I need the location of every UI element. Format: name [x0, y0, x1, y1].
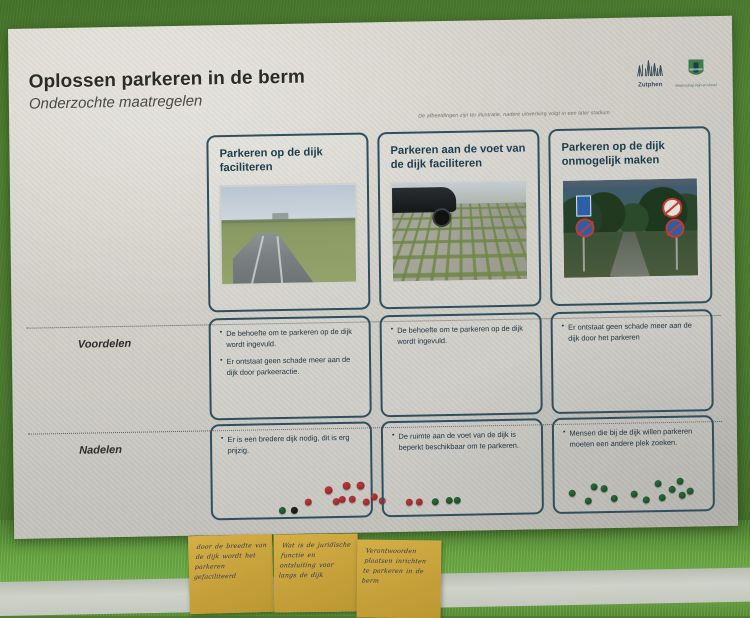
disclaimer-text: De afbeeldingen zijn ter illustratie, na…	[418, 109, 610, 120]
vote-dots-column-3	[554, 417, 713, 512]
row-label-benefits: Voordelen	[77, 337, 132, 351]
column-3-benefits: • Er ontstaat geen schade meer aan de di…	[550, 309, 714, 415]
vote-dot-green	[568, 489, 576, 497]
benefit-item: • Er ontstaat geen schade meer aan de di…	[561, 320, 692, 343]
vote-dot-red	[342, 481, 351, 490]
vote-dot-green	[668, 485, 676, 493]
sticky-note[interactable]: door de breedte van de dijk wordt het pa…	[187, 533, 275, 615]
vote-dot-green	[445, 496, 453, 505]
dike-road-photo	[218, 182, 359, 286]
vote-dot-green	[642, 496, 650, 504]
sticky-note[interactable]: Wat is de juridische functie en ontsluit…	[273, 533, 359, 613]
vote-dot-green	[590, 483, 598, 491]
zutphen-logo-label: Zutphen	[638, 82, 663, 89]
benefit-item: • De behoefte om te parkeren op de dijk …	[219, 326, 352, 349]
bullet-icon: •	[220, 357, 223, 365]
column-title: Parkeren op de dijk onmogelijk maken	[561, 139, 665, 169]
zutphen-towers-icon	[635, 59, 665, 82]
benefit-item: • De behoefte om te parkeren op de dijk …	[390, 323, 523, 346]
vote-dot-green	[431, 498, 439, 506]
waterschap-shield-icon	[688, 58, 704, 83]
vote-dots-column-2	[383, 420, 542, 515]
logo-group: Zutphen Waterschap Rijn en IJssel	[635, 58, 717, 88]
vote-dot-green	[658, 494, 666, 502]
parking-prohibited-signs-photo	[560, 176, 701, 280]
vote-dot-red	[370, 493, 378, 501]
column-1-benefits: • De behoefte om te parkeren op de dijk …	[208, 315, 372, 421]
page-title: Oplossen parkeren in de berm	[28, 66, 306, 93]
vote-dot-red	[362, 498, 370, 506]
row-label-drawbacks: Nadelen	[79, 443, 123, 457]
sticky-note-text: Verantwoorden plaatsen inrichten te park…	[361, 547, 427, 585]
vote-dot-red	[332, 497, 340, 506]
column-title: Parkeren op de dijk faciliteren	[219, 146, 323, 175]
vote-dot-green	[453, 496, 461, 504]
column-measure-3-header[interactable]: Parkeren op de dijk onmogelijk maken	[548, 126, 713, 307]
bullet-icon: •	[561, 322, 565, 330]
vote-dot-green	[686, 487, 694, 495]
bullet-icon: •	[219, 329, 223, 337]
vote-dot-red	[356, 481, 365, 490]
vote-dot-red	[304, 498, 312, 506]
sticky-note-text: Wat is de juridische functie en ontsluit…	[278, 541, 352, 580]
zutphen-logo: Zutphen	[635, 59, 665, 89]
column-1-drawbacks: • Er is een bredere dijk nodig, dit is e…	[209, 421, 386, 521]
vote-dot-green	[584, 497, 592, 505]
grass-pavers-photo	[389, 179, 530, 283]
column-2-benefits: • De behoefte om te parkeren op de dijk …	[379, 312, 543, 418]
vote-dot-green	[278, 506, 286, 515]
benefit-item: • Er ontstaat geen schade meer aan de di…	[220, 355, 351, 378]
vote-dots-column-1	[212, 423, 386, 518]
vote-dot-green	[630, 490, 638, 498]
column-title: Parkeren aan de voet van de dijk facilit…	[390, 142, 526, 172]
vote-dot-black	[290, 506, 298, 514]
vote-dot-green	[654, 480, 662, 488]
vote-dot-green	[678, 491, 686, 499]
vote-dot-green	[600, 485, 608, 493]
page-subtitle: Onderzochte maatregelen	[28, 92, 203, 113]
waterschap-logo: Waterschap Rijn en IJssel	[675, 58, 717, 88]
poster: Oplossen parkeren in de berm Onderzochte…	[8, 15, 739, 539]
column-2-drawbacks: • De ruimte aan de voet van de dijk is b…	[380, 418, 544, 518]
vote-dot-red	[324, 486, 333, 495]
vote-dot-red	[405, 498, 413, 506]
vote-dot-green	[610, 494, 618, 503]
vote-dot-red	[348, 495, 356, 503]
waterschap-logo-label: Waterschap Rijn en IJssel	[675, 82, 717, 88]
sticky-note-text: door de breedte van de dijk wordt het pa…	[193, 541, 268, 581]
column-3-drawbacks: • Mensen die bij de dijk willen parkeren…	[551, 415, 715, 515]
bullet-icon: •	[390, 325, 394, 334]
column-measure-2-header[interactable]: Parkeren aan de voet van de dijk facilit…	[377, 129, 542, 310]
vote-dot-red	[415, 498, 423, 506]
column-measure-1-header[interactable]: Parkeren op de dijk faciliteren	[206, 132, 371, 313]
sticky-note[interactable]: Verantwoorden plaatsen inrichten te park…	[356, 539, 442, 618]
vote-dot-green	[676, 477, 684, 485]
